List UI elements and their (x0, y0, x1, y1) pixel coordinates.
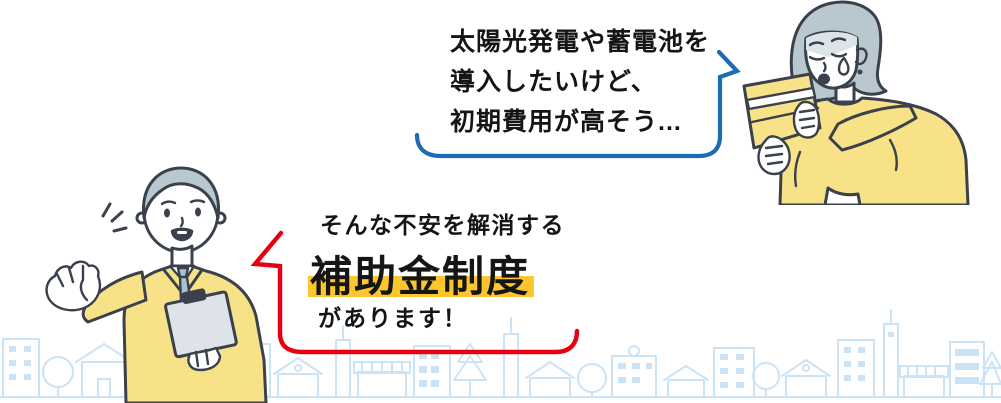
worry-line-1: 太陽光発電や蓄電池を (450, 28, 711, 56)
worry-bubble-outline (414, 49, 741, 159)
keyword-highlight-bar (308, 276, 534, 297)
advisor-man-illustration (45, 166, 268, 403)
answer-outro-text: があります！ (318, 305, 468, 331)
answer-bubble-outline (250, 230, 580, 355)
worry-line-2: 導入したいけど、 (450, 68, 657, 96)
worry-speech-text: 太陽光発電や蓄電池を 導入したいけど、 初期費用が高そう... (450, 22, 710, 142)
worry-line-3: 初期費用が高そう... (450, 108, 682, 136)
worried-woman-illustration (742, 0, 970, 205)
subsidy-keyword-text: 補助金制度 (310, 253, 531, 300)
answer-intro-text: そんな不安を解消する (320, 212, 565, 238)
